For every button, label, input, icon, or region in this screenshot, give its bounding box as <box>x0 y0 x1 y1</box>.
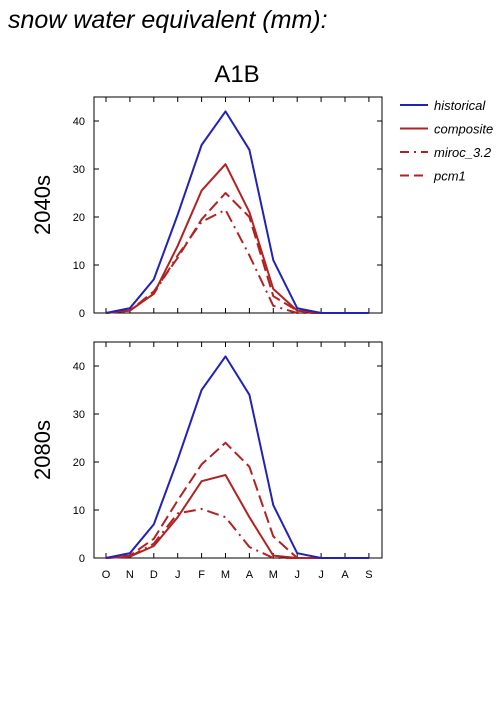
series-line-historical <box>105 110 369 314</box>
x-tick-label: M <box>269 569 278 581</box>
panel-label: 2080s <box>30 420 55 480</box>
y-tick-label: 30 <box>73 164 85 176</box>
x-tick-label: S <box>365 569 372 581</box>
panel-2080s: 0 10 20 30 40 O N D J F M A M J J A S 2080s <box>30 341 383 581</box>
x-tick-label: O <box>102 569 111 581</box>
plot-frame <box>93 341 383 559</box>
scenario-label: A1B <box>214 61 259 88</box>
plot-frame <box>93 96 383 314</box>
panel-2040s: 0 10 20 30 40 2040s <box>30 96 383 320</box>
x-tick-label: J <box>294 569 300 581</box>
x-tick-label: J <box>175 569 181 581</box>
y-tick-label: 0 <box>79 308 85 320</box>
x-tick-label: D <box>150 569 158 581</box>
x-tick-label: F <box>198 569 205 581</box>
legend-label: historical <box>434 98 486 113</box>
legend-label: miroc_3.2 <box>434 145 492 160</box>
x-tick-label: N <box>126 569 134 581</box>
y-tick-label: 20 <box>73 457 85 469</box>
x-tick-label: J <box>318 569 324 581</box>
y-tick-label: 10 <box>73 505 85 517</box>
series-line-historical <box>105 355 369 559</box>
page-title: snow water equivalent (mm): <box>8 6 328 34</box>
legend-label: composite <box>434 122 493 137</box>
x-tick-label: A <box>246 569 254 581</box>
legend: historical composite miroc_3.2 pcm1 <box>400 98 493 184</box>
x-tick-label: A <box>341 569 349 581</box>
x-tick-label: M <box>221 569 230 581</box>
y-tick-label: 0 <box>79 553 85 565</box>
series-line-pcm1 <box>105 441 369 559</box>
legend-label: pcm1 <box>433 169 466 184</box>
y-tick-label: 20 <box>73 212 85 224</box>
y-tick-label: 30 <box>73 409 85 421</box>
panel-label: 2040s <box>30 175 55 235</box>
y-tick-label: 40 <box>73 116 85 128</box>
y-tick-label: 40 <box>73 361 85 373</box>
y-tick-label: 10 <box>73 260 85 272</box>
series-line-pcm1 <box>105 192 369 314</box>
